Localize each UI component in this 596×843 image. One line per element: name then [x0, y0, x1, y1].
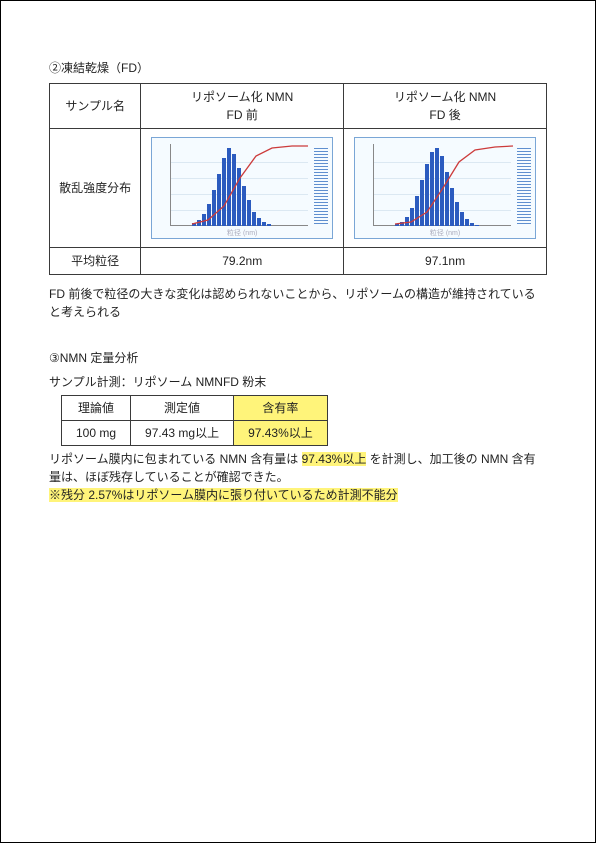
quantitation-table: 理論値 測定値 含有率 100 mg 97.43 mg以上 97.43%以上 — [61, 395, 328, 446]
cell-content-rate: 97.43%以上 — [234, 421, 328, 446]
header-sample: サンプル名 — [50, 84, 141, 129]
section-b-subtitle: サンプル計測：リポソーム NMNFD 粉末 — [49, 373, 547, 391]
header-theoretical: 理論値 — [62, 396, 131, 421]
table-row: 100 mg 97.43 mg以上 97.43%以上 — [62, 421, 328, 446]
note-highlight: ※残分 2.57%はリポソーム膜内に張り付いているため計測不能分 — [49, 488, 398, 502]
table-row: サンプル名 リポソーム化 NMN FD 前 リポソーム化 NMN FD 後 — [50, 84, 547, 129]
cell-measured: 97.43 mg以上 — [131, 421, 234, 446]
section-b-paragraph: リポソーム膜内に包まれている NMN 含有量は 97.43%以上 を計測し、加工… — [49, 450, 547, 486]
histogram-fd-before: 粒径 (nm) — [151, 137, 333, 239]
table-row: 理論値 測定値 含有率 — [62, 396, 328, 421]
row-label-diameter: 平均粒径 — [50, 248, 141, 275]
diameter-before: 79.2nm — [141, 248, 344, 275]
chart-cell-before: 粒径 (nm) — [141, 129, 344, 248]
chart-cell-after: 粒径 (nm) — [344, 129, 547, 248]
header-measured: 測定値 — [131, 396, 234, 421]
cell-theoretical: 100 mg — [62, 421, 131, 446]
header-fd-after: リポソーム化 NMN FD 後 — [344, 84, 547, 129]
section-a-paragraph: FD 前後で粒径の大きな変化は認められないことから、リポソームの構造が維持されて… — [49, 285, 547, 321]
para-pre: リポソーム膜内に包まれている NMN 含有量は — [49, 452, 302, 466]
table-row: 散乱強度分布 粒径 (nm) 粒径 (nm) — [50, 129, 547, 248]
table-row: 平均粒径 79.2nm 97.1nm — [50, 248, 547, 275]
distribution-table: サンプル名 リポソーム化 NMN FD 前 リポソーム化 NMN FD 後 散乱… — [49, 83, 547, 275]
diameter-after: 97.1nm — [344, 248, 547, 275]
histogram-fd-after: 粒径 (nm) — [354, 137, 536, 239]
section-b-title: ③NMN 定量分析 — [49, 349, 547, 367]
section-a-title: ②凍結乾燥（FD） — [49, 59, 547, 77]
row-label-distribution: 散乱強度分布 — [50, 129, 141, 248]
header-fd-before: リポソーム化 NMN FD 前 — [141, 84, 344, 129]
section-b-note: ※残分 2.57%はリポソーム膜内に張り付いているため計測不能分 — [49, 486, 547, 504]
para-highlight: 97.43%以上 — [302, 452, 367, 466]
header-content-rate: 含有率 — [234, 396, 328, 421]
document-page: ②凍結乾燥（FD） サンプル名 リポソーム化 NMN FD 前 リポソーム化 N… — [1, 1, 595, 544]
